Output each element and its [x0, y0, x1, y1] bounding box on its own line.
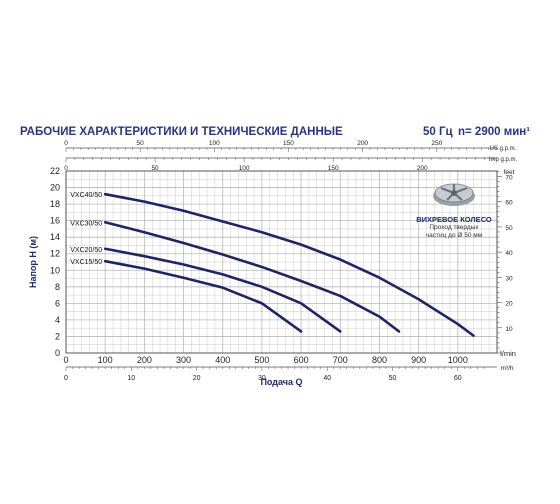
- y-tick-label: 16: [50, 216, 60, 226]
- feet-tick-label: 30: [505, 275, 513, 282]
- series-line-vxc20-50: [103, 247, 342, 333]
- y-tick-label: 8: [55, 282, 60, 292]
- series-label: VXC30/50: [70, 220, 102, 227]
- imp-gpm-tick-label: 100: [239, 165, 250, 172]
- m3h-tick-label: 40: [323, 375, 331, 382]
- us-gpm-unit-label: US g.p.m.: [490, 146, 517, 152]
- us-gpm-tick-label: 250: [431, 140, 442, 147]
- y-tick-label: 20: [50, 183, 60, 193]
- m3h-tick-label: 20: [193, 375, 201, 382]
- x-tick-label: 600: [294, 355, 309, 365]
- series-line-vxc40-50: [103, 192, 475, 337]
- x-tick-label: 100: [98, 355, 113, 365]
- y-tick-label: 6: [55, 298, 60, 308]
- us-gpm-tick-label: 150: [283, 140, 294, 147]
- feet-tick-label: 10: [505, 326, 513, 333]
- impeller-panel: ВИХРЕВОЕ КОЛЕСО Проход твердых частиц до…: [416, 178, 492, 240]
- imp-gpm-unit-label: Imp g.p.m.: [489, 157, 518, 163]
- x-tick-label: 800: [372, 355, 387, 365]
- y-tick-label: 2: [55, 331, 60, 341]
- x-tick-label: 1000: [448, 355, 468, 365]
- y-tick-label: 14: [50, 232, 60, 242]
- feet-tick-label: 60: [505, 200, 513, 207]
- feet-unit-label: feet: [504, 169, 515, 176]
- y-tick-label: 18: [50, 199, 60, 209]
- feet-tick-label: 70: [505, 174, 513, 181]
- imp-gpm-tick-label: 200: [417, 165, 428, 172]
- feet-tick-label: 20: [505, 301, 513, 308]
- speed-label: n= 2900 мин¹: [458, 126, 531, 138]
- x-tick-label: 500: [254, 355, 269, 365]
- m3h-tick-label: 60: [454, 375, 462, 382]
- us-gpm-tick-label: 50: [137, 140, 145, 147]
- series-line-vxc15-50: [103, 259, 303, 333]
- imp-gpm-tick-label: 0: [64, 165, 68, 172]
- frequency-label: 50 Гц: [423, 126, 453, 138]
- x-tick-label: 400: [215, 355, 230, 365]
- x-tick-label: 700: [333, 355, 348, 365]
- impeller-note-line-1: Проход твердых: [429, 224, 479, 231]
- us-gpm-tick-label: 0: [64, 140, 68, 147]
- series-label: VXC40/50: [70, 192, 102, 199]
- series-line-vxc30-50: [103, 220, 401, 333]
- y-tick-label: 10: [50, 265, 60, 275]
- y-tick-label: 22: [50, 166, 60, 176]
- vortex-impeller-icon: [433, 183, 475, 206]
- m3h-tick-label: 0: [64, 375, 68, 382]
- feet-tick-label: 50: [505, 225, 513, 232]
- m3h-unit-label: m³/h: [501, 365, 514, 372]
- m3h-tick-label: 30: [258, 375, 266, 382]
- impeller-title: ВИХРЕВОЕ КОЛЕСО: [416, 215, 492, 224]
- us-gpm-tick-label: 200: [357, 140, 368, 147]
- x-unit-label: l/min: [500, 349, 516, 358]
- x-tick-label: 200: [137, 355, 152, 365]
- us-gpm-tick-label: 100: [209, 140, 220, 147]
- imp-gpm-tick-label: 150: [328, 165, 339, 172]
- impeller-note-line-2: частиц до Ø 50 мм: [425, 232, 483, 239]
- x-tick-label: 0: [63, 355, 68, 365]
- y-tick-label: 4: [55, 315, 60, 325]
- x-tick-label: 300: [176, 355, 191, 365]
- y-tick-label: 12: [50, 249, 60, 259]
- m3h-tick-label: 50: [389, 375, 397, 382]
- series-label: VXC20/50: [70, 247, 102, 254]
- m3h-tick-label: 10: [127, 375, 135, 382]
- y-axis-label: Напор H (м): [28, 236, 38, 288]
- x-axis-label: Подача Q: [260, 377, 302, 387]
- chart-title: РАБОЧИЕ ХАРАКТЕРИСТИКИ И ТЕХНИЧЕСКИЕ ДАН…: [20, 126, 343, 138]
- imp-gpm-tick-label: 50: [151, 165, 159, 172]
- x-tick-label: 900: [411, 355, 426, 365]
- series-label: VXC15/50: [70, 259, 102, 266]
- feet-tick-label: 40: [505, 250, 513, 257]
- y-tick-label: 0: [55, 348, 60, 358]
